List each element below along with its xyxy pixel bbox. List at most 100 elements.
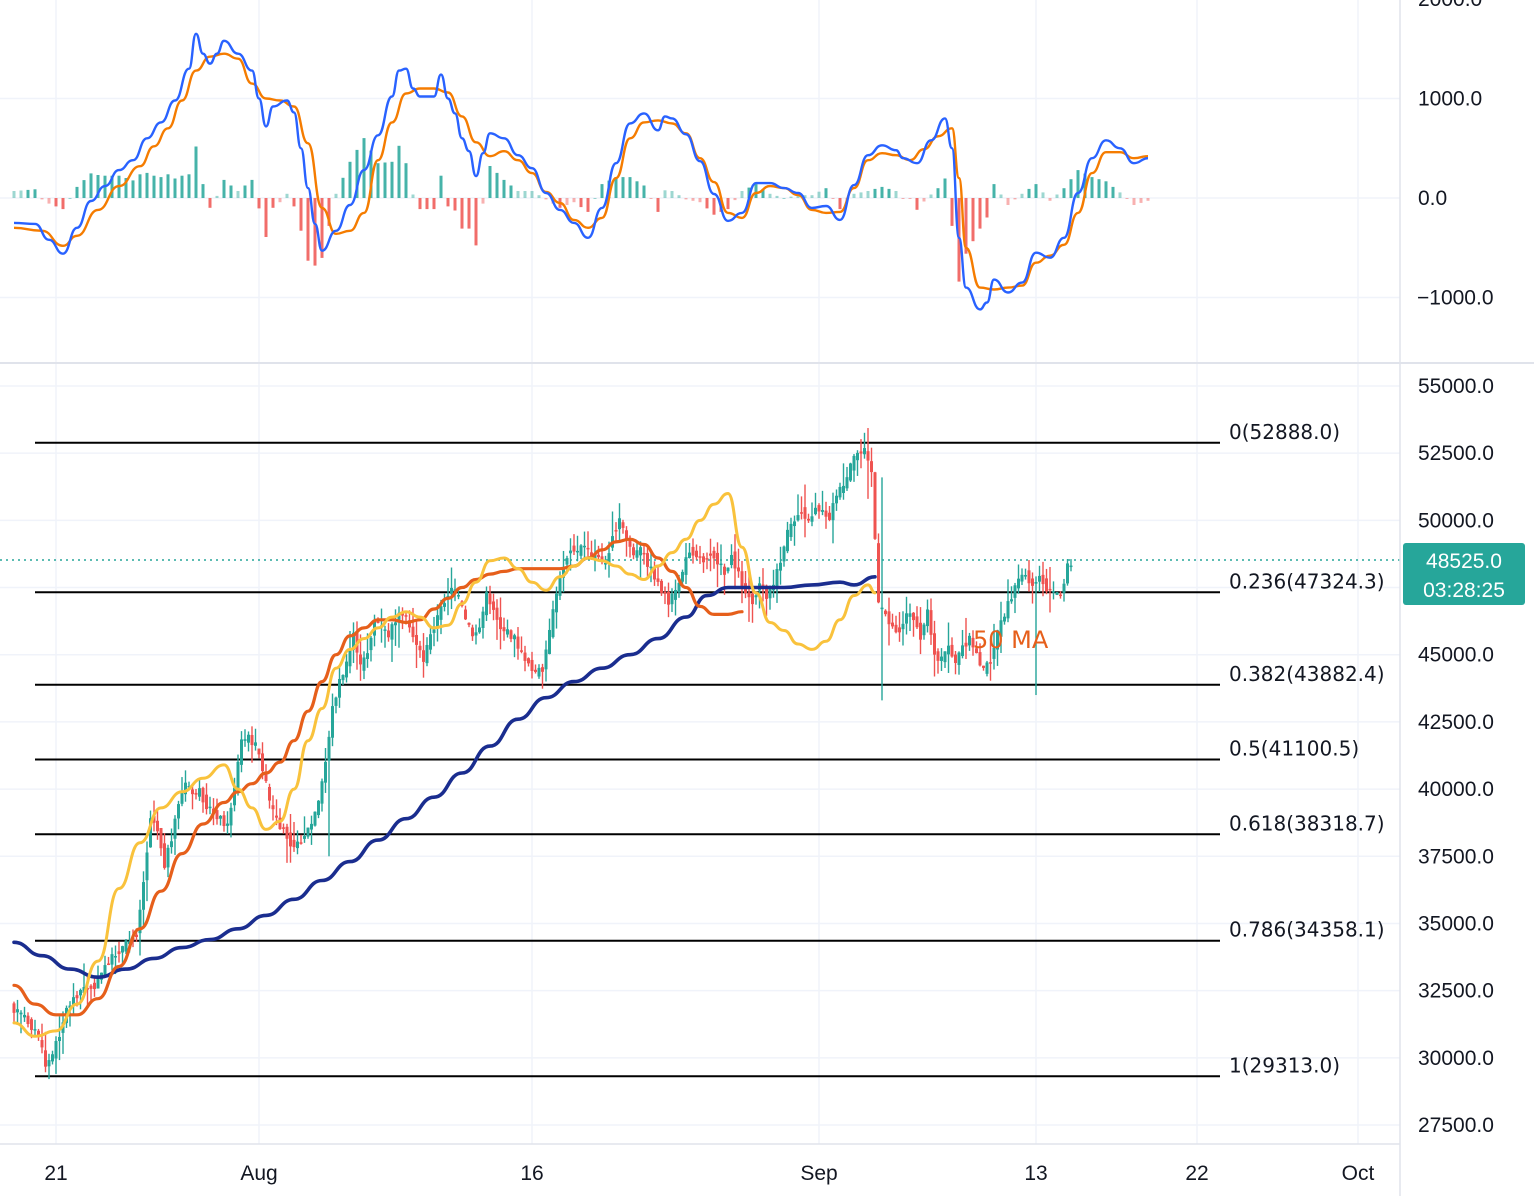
candle-body: [72, 997, 75, 1006]
macd-histogram-bar: [82, 180, 86, 198]
candle-body: [733, 551, 737, 569]
candle-body: [786, 529, 789, 552]
candle-body: [901, 623, 905, 630]
candle-body: [534, 669, 537, 672]
candle-body: [1052, 590, 1055, 593]
candle-body: [103, 965, 107, 976]
price-y-tick-label: 35000.0: [1418, 912, 1494, 935]
candle-body: [348, 648, 352, 667]
macd-histogram-bar: [614, 177, 618, 198]
candle-body: [205, 794, 208, 810]
candle-body: [740, 571, 744, 587]
candle-body: [320, 781, 324, 804]
last-price-tag: 48525.0 03:28:25: [1403, 543, 1525, 605]
candle-body: [159, 828, 163, 849]
candle-body: [1069, 565, 1073, 568]
candle-body: [793, 521, 796, 527]
candle-body: [828, 512, 831, 520]
candle-body: [936, 651, 940, 661]
price-y-tick-label: 32500.0: [1418, 980, 1494, 1003]
candle-body: [467, 622, 471, 625]
price-y-tick-label: 30000.0: [1418, 1047, 1494, 1070]
candle-body: [317, 800, 320, 816]
candle-body: [1024, 575, 1027, 577]
candle-body: [474, 632, 478, 636]
candle-body: [1027, 570, 1031, 584]
candle-body: [334, 697, 338, 706]
candle-body: [499, 617, 502, 630]
candle-body: [30, 1019, 33, 1030]
candle-body: [306, 827, 310, 837]
macd-histogram-bar: [75, 186, 79, 198]
macd-histogram-bar: [698, 198, 702, 203]
candle-body: [667, 591, 670, 605]
macd-histogram-bar: [26, 189, 30, 198]
macd-histogram-bar: [908, 198, 912, 199]
macd-histogram-bar: [824, 188, 828, 198]
candle-body: [632, 547, 635, 556]
candle-body: [1013, 585, 1017, 598]
candle-body: [359, 654, 362, 665]
macd-histogram-bar: [327, 198, 331, 226]
macd-histogram-bar: [810, 195, 814, 198]
macd-histogram-bar: [124, 178, 128, 198]
candle-body: [19, 1012, 23, 1015]
macd-histogram-bar: [754, 184, 758, 198]
macd-histogram-bar: [565, 198, 569, 205]
macd-histogram-bar: [1097, 179, 1101, 198]
candle-body: [44, 1050, 47, 1067]
candle-body: [933, 633, 936, 655]
candle-body: [660, 580, 663, 593]
macd-histogram-bar: [467, 198, 471, 229]
price-y-tick-label: 52500.0: [1418, 442, 1494, 465]
candle-body: [54, 1041, 58, 1059]
macd-histogram-bar: [292, 198, 296, 207]
candle-body: [789, 523, 793, 538]
candle-body: [803, 507, 807, 519]
macd-histogram-bar: [397, 145, 401, 198]
candle-body: [677, 582, 681, 593]
candle-body: [408, 620, 411, 628]
candle-body: [219, 815, 222, 819]
candle-body: [86, 988, 89, 990]
macd-histogram-bar: [929, 194, 933, 198]
candle-body: [968, 635, 971, 646]
macd-histogram-bar: [922, 198, 926, 202]
candle-body: [905, 613, 908, 624]
candle-body: [229, 807, 233, 826]
candle-body: [583, 545, 586, 548]
time-tick-label: Aug: [240, 1162, 277, 1185]
macd-histogram-bar: [747, 187, 751, 198]
candle-body: [173, 818, 177, 839]
candle-body: [530, 659, 534, 671]
macd-histogram-bar: [1118, 192, 1122, 198]
macd-histogram-bar: [957, 198, 961, 282]
candle-body: [124, 940, 128, 952]
candle-body: [751, 593, 754, 605]
candle-body: [492, 601, 495, 610]
candle-body: [201, 787, 205, 803]
candle-body: [145, 852, 149, 881]
macd-histogram-bar: [880, 186, 884, 198]
candle-body: [702, 556, 705, 563]
candle-body: [303, 836, 306, 839]
candle-body: [12, 1003, 16, 1013]
candle-body: [621, 522, 625, 528]
candle-body: [271, 805, 275, 810]
macd-histogram-bar: [12, 191, 16, 198]
time-axis[interactable]: 21 Aug 16 Sep 13 22 Oct: [44, 1162, 1374, 1185]
macd-histogram-bar: [425, 198, 429, 210]
macd-histogram-bar: [180, 175, 184, 198]
candle-body: [33, 1029, 37, 1031]
macd-histogram-bar: [684, 198, 688, 200]
macd-histogram-bar: [264, 198, 268, 237]
macd-histogram-bar: [740, 191, 744, 198]
candle-body: [418, 645, 422, 651]
macd-histogram-bar: [1083, 173, 1087, 198]
candle-body: [509, 630, 513, 639]
candle-body: [513, 635, 516, 640]
macd-histogram-bar: [138, 174, 142, 198]
candle-body: [810, 516, 814, 522]
candle-body: [268, 787, 271, 801]
ma-fast-line: [12, 491, 877, 1038]
